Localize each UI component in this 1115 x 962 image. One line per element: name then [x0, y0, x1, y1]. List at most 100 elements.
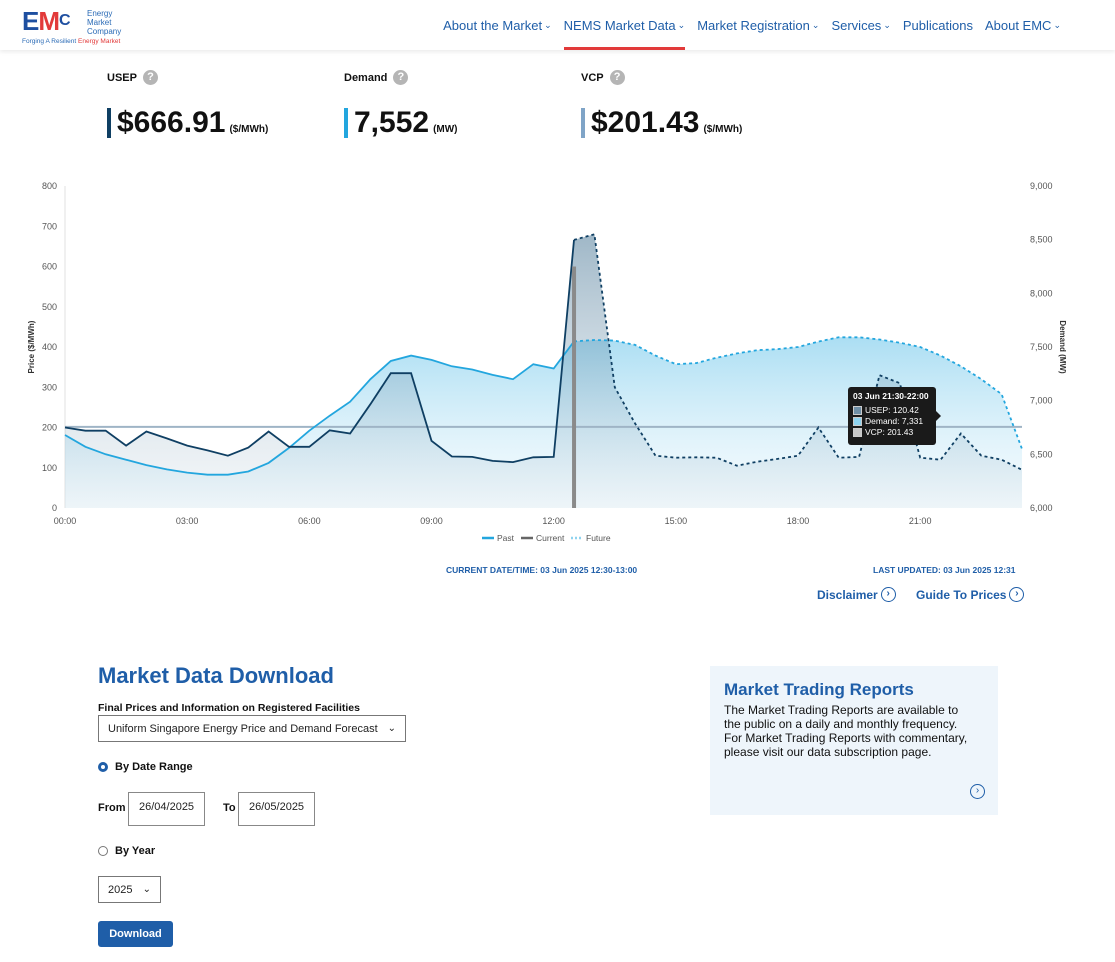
y-right-tick-label: 7,500: [1030, 342, 1053, 352]
nav-services[interactable]: Services ⌄: [831, 17, 891, 33]
download-title: Market Data Download: [98, 663, 334, 688]
y-left-tick-label: 400: [42, 342, 57, 352]
from-date-input[interactable]: 26/04/2025: [128, 792, 205, 826]
vcp-value: $201.43: [591, 106, 700, 139]
help-icon[interactable]: ?: [609, 70, 625, 85]
reports-text: The Market Trading Reports are available…: [724, 703, 968, 759]
logo-tagline: Forging A Resilient Energy Market: [22, 38, 121, 45]
y-left-tick-label: 100: [42, 463, 57, 473]
x-tick-label: 00:00: [54, 516, 77, 526]
demand-color-bar: [344, 108, 348, 138]
usep-stat: USEP? $666.91 ($/MWh): [107, 70, 268, 139]
tooltip-usep: USEP: 120.42: [865, 405, 919, 415]
by-date-range-radio[interactable]: By Date Range: [98, 761, 193, 773]
y-right-tick-label: 6,500: [1030, 449, 1053, 459]
y-left-tick-label: 200: [42, 423, 57, 433]
x-tick-label: 03:00: [176, 516, 199, 526]
chevron-right-circle-icon[interactable]: ›: [970, 784, 985, 799]
y-right-tick-label: 9,000: [1030, 181, 1053, 191]
chevron-down-icon: ⌄: [142, 884, 151, 895]
y-right-tick-label: 7,000: [1030, 396, 1053, 406]
usep-area: [65, 234, 1022, 509]
chevron-down-icon: ⌄: [1053, 19, 1061, 30]
demand-swatch: [853, 416, 862, 426]
last-updated: LAST UPDATED: 03 Jun 2025 12:31: [873, 565, 1016, 575]
disclaimer-link[interactable]: Disclaimer ›: [817, 587, 896, 602]
dataset-select[interactable]: Uniform Singapore Energy Price and Deman…: [98, 715, 406, 742]
dataset-value: Uniform Singapore Energy Price and Deman…: [108, 722, 378, 735]
chevron-down-icon: ⌄: [544, 19, 552, 30]
usep-value: $666.91: [117, 106, 226, 139]
legend-past-label: Past: [497, 533, 515, 543]
y-left-tick-label: 600: [42, 262, 57, 272]
radio-selected-icon: [98, 762, 108, 772]
tooltip-demand: Demand: 7,331: [865, 416, 924, 426]
usep-color-bar: [107, 108, 111, 138]
radio-unselected-icon: [98, 846, 108, 856]
y-left-tick-label: 500: [42, 302, 57, 312]
logo-mark: EMC: [22, 6, 71, 36]
by-year-label: By Year: [115, 845, 156, 857]
by-year-radio[interactable]: By Year: [98, 845, 155, 857]
tooltip-title: 03 Jun 21:30-22:00: [853, 391, 929, 401]
x-tick-label: 12:00: [542, 516, 565, 526]
y-left-tick-label: 0: [52, 503, 57, 513]
nav-about-the-market[interactable]: About the Market ⌄: [443, 17, 552, 33]
chevron-down-icon: ⌄: [677, 19, 686, 30]
download-button[interactable]: Download: [98, 921, 173, 947]
current-datetime: CURRENT DATE/TIME: 03 Jun 2025 12:30-13:…: [446, 565, 638, 575]
price-demand-chart[interactable]: 0 100 200 300 400 500 600 700 800 6,000 6,500 7,000…: [0, 170, 1115, 555]
vcp-label: VCP: [581, 71, 604, 84]
vcp-stat: VCP? $201.43 ($/MWh): [581, 70, 742, 139]
nav-about-emc[interactable]: About EMC ⌄: [984, 17, 1061, 33]
usep-label: USEP: [107, 71, 137, 84]
download-subtitle: Final Prices and Information on Register…: [98, 702, 360, 714]
nav-publications[interactable]: Publications: [902, 17, 973, 33]
disclaimer-label: Disclaimer: [817, 587, 878, 602]
vcp-swatch: [853, 427, 862, 437]
usep-swatch: [853, 405, 862, 415]
chevron-right-circle-icon: ›: [1009, 587, 1025, 602]
tooltip-vcp: VCP: 201.43: [865, 427, 914, 437]
demand-value: 7,552: [354, 106, 430, 139]
y-right-axis-title: Demand (MW): [1058, 320, 1067, 374]
help-icon[interactable]: ?: [142, 70, 158, 85]
reports-title: Market Trading Reports: [724, 680, 914, 699]
x-tick-label: 09:00: [420, 516, 443, 526]
chevron-down-icon: ⌄: [387, 723, 396, 734]
y-left-tick-label: 700: [42, 221, 57, 231]
x-tick-label: 15:00: [665, 516, 688, 526]
demand-line-future: [573, 336, 1023, 450]
demand-unit: (MW): [433, 124, 458, 135]
nav-nems-market-data[interactable]: NEMS Market Data ⌄: [563, 0, 686, 50]
main-nav: About the Market ⌄ NEMS Market Data ⌄ Mark…: [431, 0, 1061, 50]
y-left-axis-title: Price ($/MWh): [27, 320, 36, 373]
year-value: 2025: [108, 883, 133, 896]
y-right-tick-label: 8,000: [1030, 288, 1053, 298]
usep-line-past: [64, 239, 575, 464]
legend-future-label: Future: [586, 533, 611, 543]
legend-current-label: Current: [536, 533, 565, 543]
to-date-input[interactable]: 26/05/2025: [238, 792, 315, 826]
nav-market-registration[interactable]: Market Registration ⌄: [697, 17, 820, 33]
vcp-color-bar: [581, 108, 585, 138]
guide-label: Guide To Prices: [916, 587, 1007, 602]
vcp-unit: ($/MWh): [703, 124, 743, 135]
guide-to-prices-link[interactable]: Guide To Prices ›: [916, 587, 1025, 602]
usep-line-future: [573, 233, 1023, 471]
emc-logo[interactable]: EMC Energy Market Company Forging A Resi…: [22, 7, 132, 47]
demand-label: Demand: [344, 71, 388, 84]
y-left-tick-label: 800: [42, 181, 57, 191]
chevron-right-circle-icon: ›: [880, 587, 896, 602]
year-select[interactable]: 2025 ⌄: [98, 876, 161, 903]
x-tick-label: 21:00: [909, 516, 932, 526]
usep-unit: ($/MWh): [229, 124, 269, 135]
help-icon[interactable]: ?: [393, 70, 409, 85]
demand-line-past: [64, 340, 575, 476]
chevron-down-icon: ⌄: [883, 19, 891, 30]
logo-company-name: Energy Market Company: [87, 9, 122, 36]
site-header: EMC Energy Market Company Forging A Resi…: [0, 0, 1115, 50]
y-left-tick-label: 300: [42, 382, 57, 392]
chart-tooltip: 03 Jun 21:30-22:00 USEP: 120.42 Demand: …: [848, 387, 941, 445]
by-date-range-label: By Date Range: [115, 761, 193, 773]
